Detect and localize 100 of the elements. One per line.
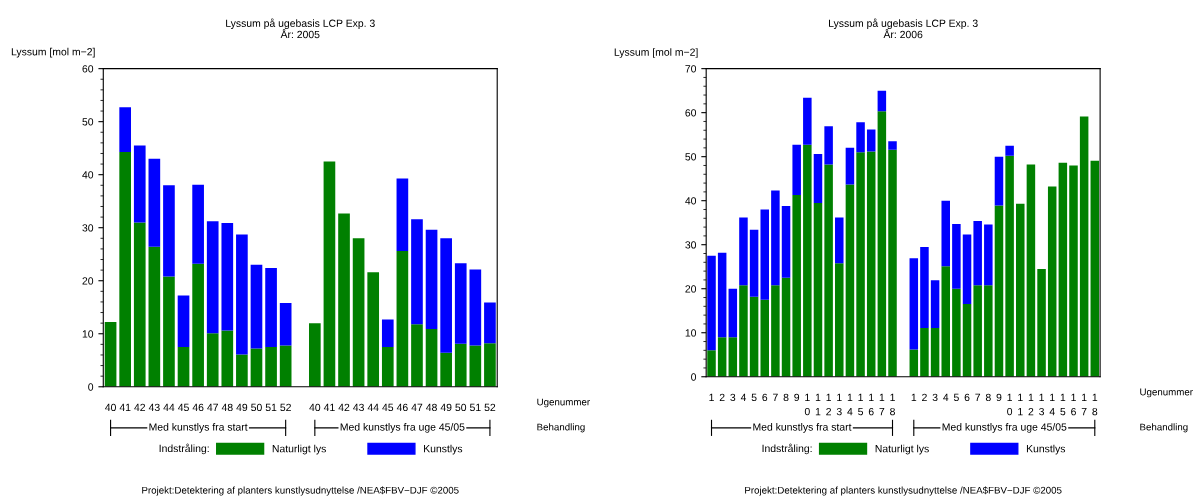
bar xyxy=(781,277,791,377)
bar xyxy=(440,238,452,353)
bar xyxy=(824,126,833,165)
legend-label: Kunstlys xyxy=(1026,444,1066,455)
y-tick-label: 20 xyxy=(82,277,94,285)
x-tick-label: 47 xyxy=(411,403,423,411)
bar xyxy=(206,221,219,334)
bar xyxy=(941,200,950,267)
legend-title: Indstråling: xyxy=(762,443,812,455)
bar xyxy=(265,347,277,387)
bar xyxy=(454,263,467,344)
bar xyxy=(824,164,833,377)
x-tick-label: 49 xyxy=(440,403,452,412)
text: Behandling xyxy=(1140,423,1188,433)
bar xyxy=(803,144,812,377)
x-tick-label: 1 5 xyxy=(858,393,864,416)
bar xyxy=(163,185,175,277)
chart-title: Lyssum på ugebasis LCP Exp. 3 År: 2006 xyxy=(829,18,978,39)
bar xyxy=(749,229,759,297)
x-tick-label: 1 7 xyxy=(879,393,885,416)
bar xyxy=(309,323,321,387)
bar xyxy=(984,285,993,377)
text: Med kunstlys fra uge 45/05 xyxy=(942,423,1067,433)
x-tick-label: 40 xyxy=(309,403,321,412)
x-tick-label: 1 2 xyxy=(826,393,832,416)
bar xyxy=(236,354,248,387)
bar xyxy=(728,288,738,338)
x-tick-label: 1 4 xyxy=(847,393,853,416)
x-tick-label: 45 xyxy=(382,403,394,412)
x-tick-label: 3 xyxy=(730,393,736,402)
bar xyxy=(192,184,204,264)
x-tick-label: 8 xyxy=(783,393,789,402)
x-tick-label: 51 xyxy=(469,403,481,412)
bar xyxy=(749,296,759,377)
bar xyxy=(909,349,919,377)
bar xyxy=(440,352,452,387)
bar xyxy=(835,217,844,264)
bar xyxy=(236,234,248,355)
text: Projekt:Detektering af planters kunstlysudnyttelse /NEA$FBV−DJF ©2005 xyxy=(745,486,1062,496)
y-tick-label: 60 xyxy=(685,109,697,117)
x-tick-label: 43 xyxy=(353,403,364,412)
x-tick-label: 9 xyxy=(794,393,800,402)
y-axis-title: Lyssum [mol m−2] xyxy=(11,47,95,58)
bar xyxy=(367,272,380,387)
y-tick-label: 60 xyxy=(82,65,94,73)
x-tick-label: 4 xyxy=(943,393,949,401)
x-tick-label: 48 xyxy=(221,403,233,412)
bar xyxy=(338,213,350,387)
x-tick-label: 1 6 xyxy=(868,393,874,416)
bar xyxy=(739,217,748,286)
bar xyxy=(411,324,423,387)
x-tick-label: 1 xyxy=(911,393,917,401)
bar xyxy=(484,302,496,344)
bar xyxy=(835,263,844,377)
bar xyxy=(177,347,190,387)
bar xyxy=(707,350,716,377)
x-tick-label: 6 xyxy=(762,393,768,402)
x-tick-label: 41 xyxy=(323,403,335,411)
bar xyxy=(119,151,132,387)
x-tick-label: 50 xyxy=(455,403,467,412)
bar xyxy=(717,252,727,338)
x-tick-label: 2 xyxy=(719,393,725,401)
bar xyxy=(250,264,263,349)
x-tick-label: 46 xyxy=(396,403,408,412)
bar xyxy=(396,178,409,252)
bar xyxy=(813,154,823,203)
text: Med kunstlys fra start xyxy=(753,423,852,433)
bar xyxy=(279,345,292,387)
x-tick-label: 1 0 xyxy=(804,393,810,416)
x-tick-label: 5 xyxy=(953,393,959,402)
bar xyxy=(856,152,865,377)
bar xyxy=(192,263,204,387)
y-tick-label: 50 xyxy=(685,153,697,161)
x-tick-label: 43 xyxy=(148,403,160,412)
bar xyxy=(920,246,929,328)
y-tick-label: 0 xyxy=(88,383,94,391)
bar xyxy=(760,299,769,377)
bar xyxy=(792,194,801,377)
bar xyxy=(803,97,812,145)
bar xyxy=(973,220,982,286)
bar xyxy=(148,158,161,247)
text: Med kunstlys fra start xyxy=(149,423,248,433)
x-tick-label: 1 2 xyxy=(1028,393,1034,416)
y-tick-label: 30 xyxy=(82,224,94,232)
bar xyxy=(994,205,1004,377)
x-tick-label: 2 xyxy=(922,393,927,401)
y-tick-label: 40 xyxy=(82,171,94,179)
bar xyxy=(856,122,865,153)
bar xyxy=(771,190,780,286)
legend-label: Naturligt lys xyxy=(875,444,929,455)
bar xyxy=(877,90,887,112)
x-tick-label: 41 xyxy=(119,403,131,411)
text: Projekt:Detektering af planters kunstlysudnyttelse /NEA$FBV−DJF ©2005 xyxy=(142,486,459,496)
x-axis-title: Ugenummer xyxy=(537,398,590,408)
bar xyxy=(352,238,365,387)
bar xyxy=(1005,155,1014,377)
bar xyxy=(866,151,876,377)
bar xyxy=(707,255,716,351)
bar xyxy=(323,161,336,387)
bar xyxy=(962,234,972,305)
